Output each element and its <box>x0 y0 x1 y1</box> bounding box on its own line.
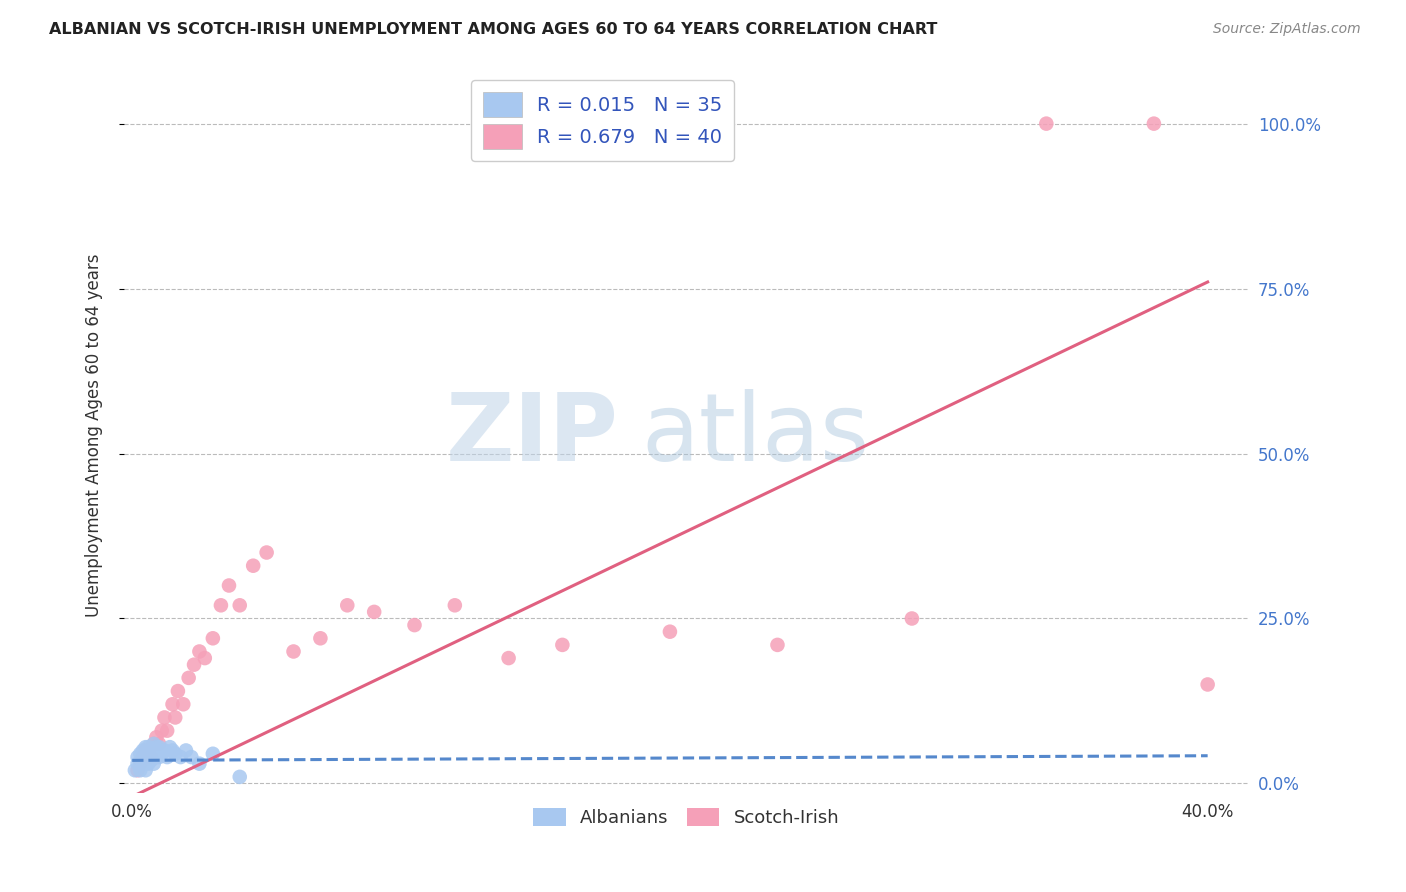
Point <box>177 671 200 685</box>
Point <box>404 618 426 632</box>
Point <box>363 605 385 619</box>
Point <box>139 753 162 767</box>
Point <box>180 750 202 764</box>
Point <box>142 756 165 771</box>
Point <box>201 632 224 646</box>
Point <box>172 698 194 712</box>
Point <box>256 545 278 559</box>
Point <box>148 740 170 755</box>
Point <box>148 737 170 751</box>
Point <box>162 698 184 712</box>
Point <box>153 743 176 757</box>
Point <box>129 764 152 778</box>
Point <box>135 740 157 755</box>
Point <box>201 747 224 761</box>
Point <box>194 651 217 665</box>
Text: ALBANIAN VS SCOTCH-IRISH UNEMPLOYMENT AMONG AGES 60 TO 64 YEARS CORRELATION CHAR: ALBANIAN VS SCOTCH-IRISH UNEMPLOYMENT AM… <box>49 22 938 37</box>
Point <box>188 756 211 771</box>
Point <box>336 599 359 613</box>
Point <box>145 740 167 755</box>
Point <box>1143 117 1166 131</box>
Point <box>129 756 152 771</box>
Point <box>209 599 232 613</box>
Point <box>150 747 173 761</box>
Point <box>139 743 162 757</box>
Point <box>658 624 681 639</box>
Text: Source: ZipAtlas.com: Source: ZipAtlas.com <box>1213 22 1361 37</box>
Point <box>174 743 197 757</box>
Point <box>165 710 187 724</box>
Point <box>136 756 159 771</box>
Y-axis label: Unemployment Among Ages 60 to 64 years: Unemployment Among Ages 60 to 64 years <box>86 253 103 617</box>
Point <box>142 747 165 761</box>
Point <box>127 764 149 778</box>
Point <box>156 750 179 764</box>
Point <box>218 578 240 592</box>
Point <box>169 750 191 764</box>
Point <box>162 743 184 757</box>
Point <box>229 770 252 784</box>
Point <box>443 599 465 613</box>
Point <box>142 737 165 751</box>
Point <box>498 651 520 665</box>
Point <box>142 737 165 751</box>
Point <box>132 750 155 764</box>
Point <box>551 638 574 652</box>
Point <box>139 750 162 764</box>
Point <box>145 750 167 764</box>
Point <box>136 740 159 755</box>
Point <box>242 558 264 573</box>
Point <box>229 599 252 613</box>
Point <box>148 750 170 764</box>
Point <box>167 684 190 698</box>
Point <box>183 657 205 672</box>
Point <box>135 743 157 757</box>
Point <box>127 750 149 764</box>
Legend: Albanians, Scotch-Irish: Albanians, Scotch-Irish <box>526 801 846 834</box>
Point <box>1035 117 1057 131</box>
Point <box>1197 677 1219 691</box>
Point <box>127 756 149 771</box>
Point <box>132 743 155 757</box>
Point <box>132 756 155 771</box>
Point <box>135 764 157 778</box>
Point <box>766 638 789 652</box>
Point <box>901 611 924 625</box>
Point <box>188 644 211 658</box>
Point <box>156 723 179 738</box>
Point <box>132 750 155 764</box>
Point <box>165 747 187 761</box>
Point <box>153 710 176 724</box>
Text: atlas: atlas <box>641 390 869 482</box>
Point <box>136 743 159 757</box>
Point <box>129 747 152 761</box>
Point <box>309 632 332 646</box>
Point <box>283 644 305 658</box>
Point <box>150 723 173 738</box>
Point <box>136 750 159 764</box>
Point <box>145 731 167 745</box>
Point <box>135 753 157 767</box>
Text: ZIP: ZIP <box>446 390 619 482</box>
Point <box>124 764 146 778</box>
Point <box>159 740 181 755</box>
